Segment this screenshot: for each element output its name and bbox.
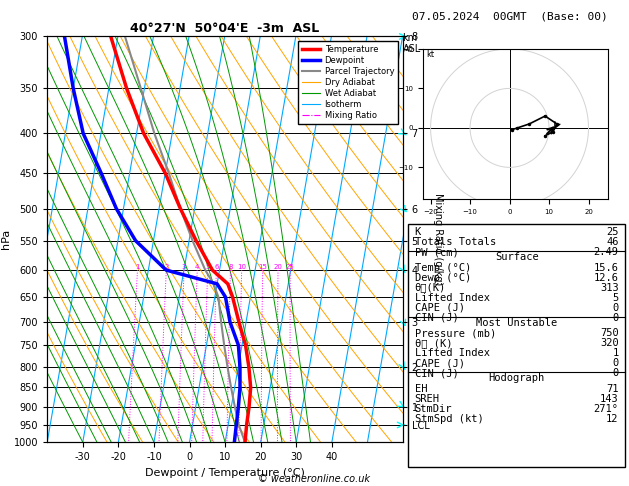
Y-axis label: hPa: hPa <box>1 229 11 249</box>
Text: 0: 0 <box>613 303 619 313</box>
Text: 143: 143 <box>600 394 619 403</box>
Text: PW (cm): PW (cm) <box>415 247 459 258</box>
Text: Lifted Index: Lifted Index <box>415 293 490 303</box>
Text: km
ASL: km ASL <box>403 33 421 54</box>
Text: 0: 0 <box>613 313 619 323</box>
Text: 12.6: 12.6 <box>594 273 619 282</box>
Text: Dewp (°C): Dewp (°C) <box>415 273 471 282</box>
Text: Surface: Surface <box>495 252 538 262</box>
Text: Pressure (mb): Pressure (mb) <box>415 328 496 338</box>
Text: K: K <box>415 227 421 237</box>
Text: Totals Totals: Totals Totals <box>415 237 496 247</box>
Text: 1: 1 <box>613 348 619 358</box>
Text: 46: 46 <box>606 237 619 247</box>
Text: 15.6: 15.6 <box>594 262 619 273</box>
Text: Hodograph: Hodograph <box>489 373 545 383</box>
Text: CAPE (J): CAPE (J) <box>415 303 465 313</box>
Text: 20: 20 <box>274 264 282 270</box>
Text: Temp (°C): Temp (°C) <box>415 262 471 273</box>
Text: CIN (J): CIN (J) <box>415 368 459 379</box>
Text: CIN (J): CIN (J) <box>415 313 459 323</box>
Text: 0: 0 <box>613 358 619 368</box>
Text: 25: 25 <box>286 264 294 270</box>
Title: 40°27'N  50°04'E  -3m  ASL: 40°27'N 50°04'E -3m ASL <box>130 22 320 35</box>
Y-axis label: Mixing Ratio (g/kg): Mixing Ratio (g/kg) <box>433 193 443 285</box>
Text: SREH: SREH <box>415 394 440 403</box>
Text: 4: 4 <box>195 264 199 270</box>
Text: kt: kt <box>426 50 435 59</box>
Text: 07.05.2024  00GMT  (Base: 00): 07.05.2024 00GMT (Base: 00) <box>412 12 608 22</box>
Text: 8: 8 <box>228 264 233 270</box>
Legend: Temperature, Dewpoint, Parcel Trajectory, Dry Adiabat, Wet Adiabat, Isotherm, Mi: Temperature, Dewpoint, Parcel Trajectory… <box>298 41 398 124</box>
Text: StmDir: StmDir <box>415 404 452 414</box>
Text: 2.49: 2.49 <box>594 247 619 258</box>
X-axis label: Dewpoint / Temperature (°C): Dewpoint / Temperature (°C) <box>145 468 305 478</box>
Text: 271°: 271° <box>594 404 619 414</box>
Text: 71: 71 <box>606 383 619 394</box>
Text: Lifted Index: Lifted Index <box>415 348 490 358</box>
Text: 1: 1 <box>135 264 140 270</box>
Text: 6: 6 <box>214 264 219 270</box>
Text: 5: 5 <box>206 264 210 270</box>
Text: 25: 25 <box>606 227 619 237</box>
Text: EH: EH <box>415 383 427 394</box>
Text: 10: 10 <box>237 264 246 270</box>
Text: 5: 5 <box>613 293 619 303</box>
Text: 313: 313 <box>600 283 619 293</box>
Text: 320: 320 <box>600 338 619 348</box>
Text: θᴇ (K): θᴇ (K) <box>415 338 452 348</box>
Text: StmSpd (kt): StmSpd (kt) <box>415 414 484 424</box>
Text: 12: 12 <box>606 414 619 424</box>
Text: 750: 750 <box>600 328 619 338</box>
Text: CAPE (J): CAPE (J) <box>415 358 465 368</box>
Text: © weatheronline.co.uk: © weatheronline.co.uk <box>259 473 370 484</box>
Text: Most Unstable: Most Unstable <box>476 318 557 328</box>
Text: θᴇ(K): θᴇ(K) <box>415 283 446 293</box>
Text: 15: 15 <box>259 264 267 270</box>
Text: 2: 2 <box>164 264 169 270</box>
Text: 0: 0 <box>613 368 619 379</box>
Text: 3: 3 <box>182 264 186 270</box>
